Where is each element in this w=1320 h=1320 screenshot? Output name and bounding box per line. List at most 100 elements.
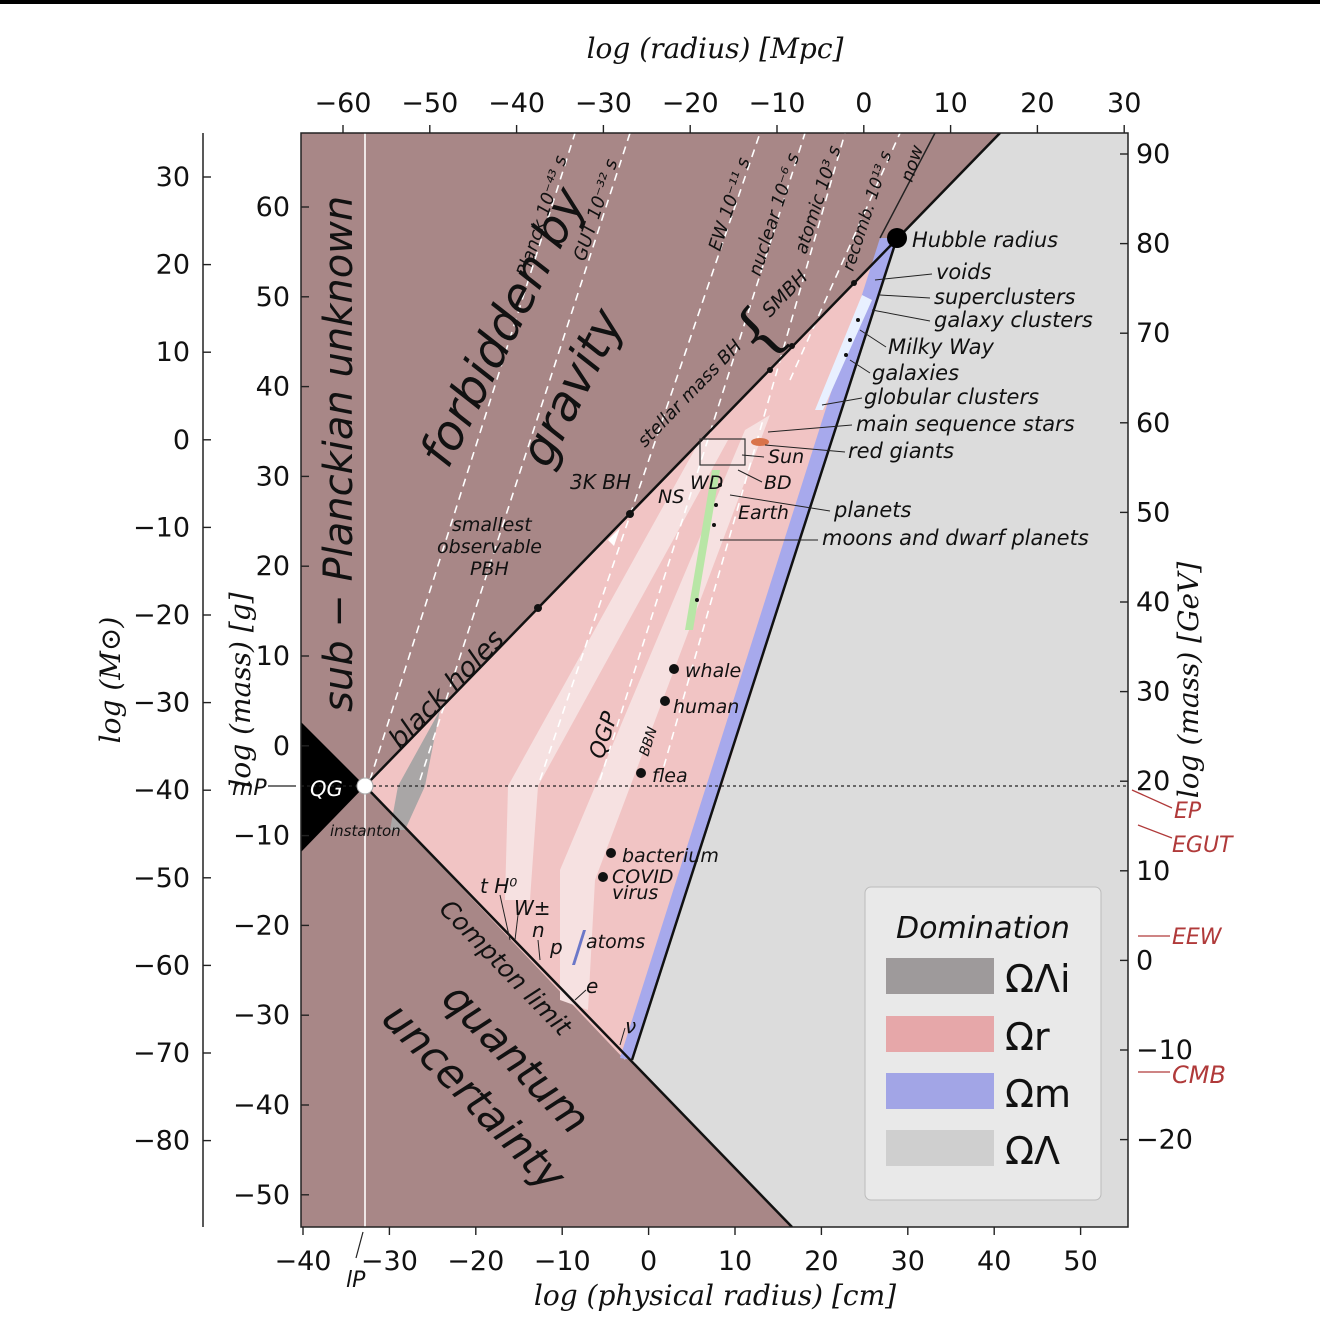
legend-label-radiation: Ωr — [1005, 1015, 1050, 1059]
bottom-tick-labels: −40 −30 −20 −10 0 10 20 30 40 50 — [275, 1227, 1098, 1277]
label-flea: flea — [652, 765, 688, 787]
now-line — [879, 133, 936, 239]
label-n: n — [532, 918, 545, 942]
top-axis-title: log (radius) [Mpc] — [587, 32, 844, 65]
right-tick-5: 40 — [1136, 587, 1170, 618]
bottom-tick-0: −40 — [275, 1246, 332, 1277]
bottom-tick-1: −30 — [361, 1246, 418, 1277]
bottom-tick-9: 50 — [1063, 1246, 1097, 1277]
lambda-i-band — [390, 710, 440, 830]
right-tick-4: 50 — [1136, 497, 1170, 528]
right-tick-3: 60 — [1136, 408, 1170, 439]
epoch-lines — [369, 133, 901, 781]
qg-region — [301, 722, 365, 852]
bbn-band — [560, 415, 770, 1010]
left-outer-tick-0: 30 — [156, 162, 190, 193]
left-outer-tick-3: 0 — [173, 425, 190, 456]
right-tick-8: 10 — [1136, 856, 1170, 887]
left-inner-tick-5: 10 — [256, 641, 290, 672]
label-p: p — [549, 935, 563, 959]
legend: Domination ΩΛi Ωr Ωm ΩΛ — [864, 886, 1102, 1201]
top-tick-6: 0 — [855, 88, 872, 119]
right-tick-0: 90 — [1136, 139, 1170, 170]
evaporation-arrow — [608, 528, 620, 546]
label-pbh-1: smallest — [452, 514, 533, 536]
label-milky-way: Milky Way — [888, 335, 995, 359]
label-ns: NS — [658, 486, 684, 508]
star-box — [699, 438, 746, 466]
label-covid-1: COVID — [612, 866, 673, 888]
top-border — [0, 0, 1320, 4]
bottom-tick-7: 30 — [891, 1246, 925, 1277]
label-pbh-3: PBH — [470, 558, 509, 580]
planck-point — [356, 777, 374, 795]
label-e: e — [586, 974, 598, 998]
top-tick-2: −40 — [488, 88, 545, 119]
legend-label-lambda: ΩΛ — [1005, 1129, 1060, 1173]
lp-label: lP — [346, 1268, 366, 1293]
left-inner-axis-title: log (mass) [g] — [224, 592, 257, 787]
matter-region — [620, 238, 897, 1060]
legend-title: Domination — [896, 911, 1070, 946]
ep-label: EP — [1174, 799, 1202, 824]
label-earth: Earth — [738, 502, 789, 524]
label-covid-2: virus — [612, 882, 658, 904]
left-inner-tick-1: 50 — [256, 282, 290, 313]
left-outer-axis-title: log (M⊙) — [94, 617, 127, 744]
left-outer-tick-9: −60 — [133, 950, 190, 981]
label-voids: voids — [936, 260, 991, 284]
label-hubble: Hubble radius — [912, 228, 1058, 252]
red-giants-marker — [751, 438, 769, 446]
hubble-radius-dot — [887, 228, 907, 248]
label-3k-bh: 3K BH — [570, 470, 631, 494]
left-inner-tick-4: 20 — [256, 551, 290, 582]
label-whale: whale — [685, 660, 741, 682]
bottom-tick-3: −10 — [534, 1246, 591, 1277]
right-tick-6: 30 — [1136, 677, 1170, 708]
right-tick-11: −20 — [1136, 1125, 1193, 1156]
top-tick-7: 10 — [933, 88, 967, 119]
label-wd: WD — [690, 472, 723, 494]
plot-frame — [300, 132, 1129, 1228]
top-tick-8: 20 — [1020, 88, 1054, 119]
label-human: human — [673, 696, 739, 718]
label-pbh-2: observable — [437, 536, 542, 558]
leader-lines — [499, 273, 933, 1046]
right-axis-title: log (mass) [GeV] — [1172, 562, 1205, 798]
galaxies-cluster — [815, 295, 872, 410]
right-tick-7: 20 — [1136, 766, 1170, 797]
atoms-cluster — [572, 930, 586, 965]
top-tick-0: −60 — [315, 88, 372, 119]
left-inner-tick-0: 60 — [256, 192, 290, 223]
left-outer-tick-7: −40 — [133, 775, 190, 806]
lp-arrow — [355, 1231, 364, 1259]
compton-line — [364, 785, 793, 1227]
egut-label: EGUT — [1172, 833, 1234, 858]
left-inner-tick-9: −30 — [233, 1000, 290, 1031]
top-tick-labels: −60 −50 −40 −30 −20 −10 0 10 20 30 — [315, 88, 1141, 133]
instanton-label: instanton — [330, 822, 401, 840]
top-tick-1: −50 — [401, 88, 458, 119]
quantum-region — [301, 786, 792, 1227]
left-inner-tick-8: −20 — [233, 910, 290, 941]
label-red-giants: red giants — [848, 439, 954, 463]
top-tick-9: 30 — [1107, 88, 1141, 119]
plot-area: sub − Planckian unknown forbidden by gra… — [301, 133, 1128, 1227]
left-outer-tick-4: −10 — [133, 512, 190, 543]
legend-swatch-radiation — [886, 1016, 994, 1052]
right-tick-labels: 90 80 70 60 50 40 30 20 10 0 −10 −20 — [1120, 139, 1193, 1156]
left-inner-tick-11: −50 — [233, 1180, 290, 1211]
label-globular: globular clusters — [864, 385, 1039, 409]
legend-swatch-lambda — [886, 1130, 994, 1166]
label-bacterium: bacterium — [622, 845, 719, 867]
right-tick-10: −10 — [1136, 1035, 1193, 1066]
label-atoms: atoms — [586, 931, 645, 953]
left-outer-tick-6: −30 — [133, 688, 190, 719]
left-outer-tick-5: −20 — [133, 600, 190, 631]
left-inner-tick-6: 0 — [273, 731, 290, 762]
bottom-tick-5: 10 — [718, 1246, 752, 1277]
legend-label-matter: Ωm — [1005, 1072, 1071, 1116]
forbidden-region — [301, 133, 1000, 786]
top-tick-4: −20 — [662, 88, 719, 119]
